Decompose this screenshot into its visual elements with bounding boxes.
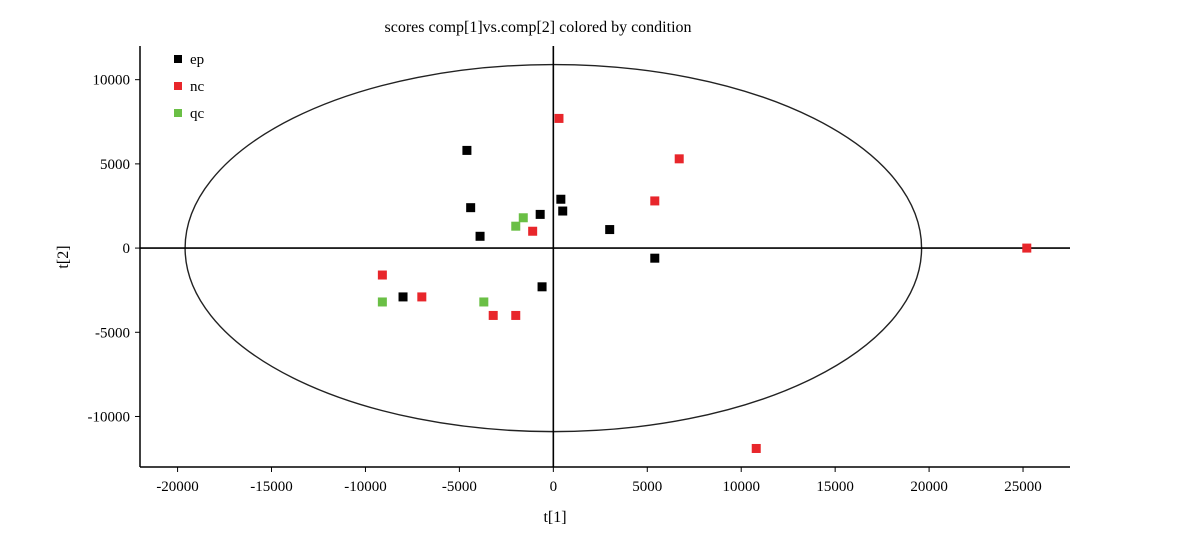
data-point-ep bbox=[605, 225, 615, 235]
data-point-qc bbox=[518, 213, 528, 223]
legend-label-ep: ep bbox=[190, 52, 204, 68]
legend-swatch-qc bbox=[174, 109, 182, 117]
data-point-ep bbox=[535, 209, 545, 219]
x-axis-label: t[1] bbox=[543, 509, 566, 526]
y-ticks-layer: -10000 -5000 0 5000 10000 bbox=[88, 73, 140, 425]
y-tick-label: -10000 bbox=[88, 409, 131, 425]
data-point-nc bbox=[1022, 243, 1032, 253]
x-tick-label: -10000 bbox=[344, 479, 387, 495]
legend-swatch-ep bbox=[174, 55, 182, 63]
data-point-ep bbox=[475, 231, 485, 241]
data-point-nc bbox=[417, 292, 427, 302]
data-points-layer bbox=[377, 113, 1032, 453]
data-point-nc bbox=[751, 443, 761, 453]
data-point-nc bbox=[650, 196, 660, 206]
data-point-qc bbox=[479, 297, 489, 307]
legend-label-qc: qc bbox=[190, 106, 205, 122]
zero-lines-layer bbox=[140, 46, 1070, 467]
data-point-ep bbox=[558, 206, 568, 216]
y-tick-label: 5000 bbox=[100, 157, 130, 173]
x-tick-label: 0 bbox=[550, 479, 558, 495]
data-point-ep bbox=[556, 194, 566, 204]
y-tick-label: 10000 bbox=[93, 73, 131, 89]
data-point-nc bbox=[511, 310, 521, 320]
data-point-qc bbox=[377, 297, 387, 307]
legend-label-nc: nc bbox=[190, 79, 205, 95]
x-tick-label: 15000 bbox=[816, 479, 854, 495]
data-point-ep bbox=[537, 282, 547, 292]
data-point-ep bbox=[650, 253, 660, 263]
data-point-nc bbox=[528, 226, 538, 236]
chart-title: scores comp[1]vs.comp[2] colored by cond… bbox=[384, 19, 691, 36]
data-point-ep bbox=[398, 292, 408, 302]
legend: ep nc qc bbox=[174, 52, 205, 122]
data-point-qc bbox=[511, 221, 521, 231]
x-ticks-layer: -20000 -15000 -10000 -5000 0 5000 10000 15000 20… bbox=[156, 467, 1042, 495]
x-tick-label: 10000 bbox=[722, 479, 760, 495]
y-tick-label: 0 bbox=[123, 241, 131, 257]
x-tick-label: 20000 bbox=[910, 479, 948, 495]
data-point-nc bbox=[488, 310, 498, 320]
x-tick-label: -5000 bbox=[442, 479, 477, 495]
data-point-nc bbox=[674, 154, 684, 164]
data-point-nc bbox=[377, 270, 387, 280]
data-point-ep bbox=[466, 203, 476, 213]
data-point-ep bbox=[462, 145, 472, 155]
legend-swatch-nc bbox=[174, 82, 182, 90]
data-point-nc bbox=[554, 113, 564, 123]
x-tick-label: 25000 bbox=[1004, 479, 1042, 495]
x-tick-label: -15000 bbox=[250, 479, 293, 495]
y-tick-label: -5000 bbox=[95, 325, 130, 341]
y-axis-label: t[2] bbox=[55, 245, 72, 268]
x-tick-label: -20000 bbox=[156, 479, 199, 495]
x-tick-label: 5000 bbox=[632, 479, 662, 495]
